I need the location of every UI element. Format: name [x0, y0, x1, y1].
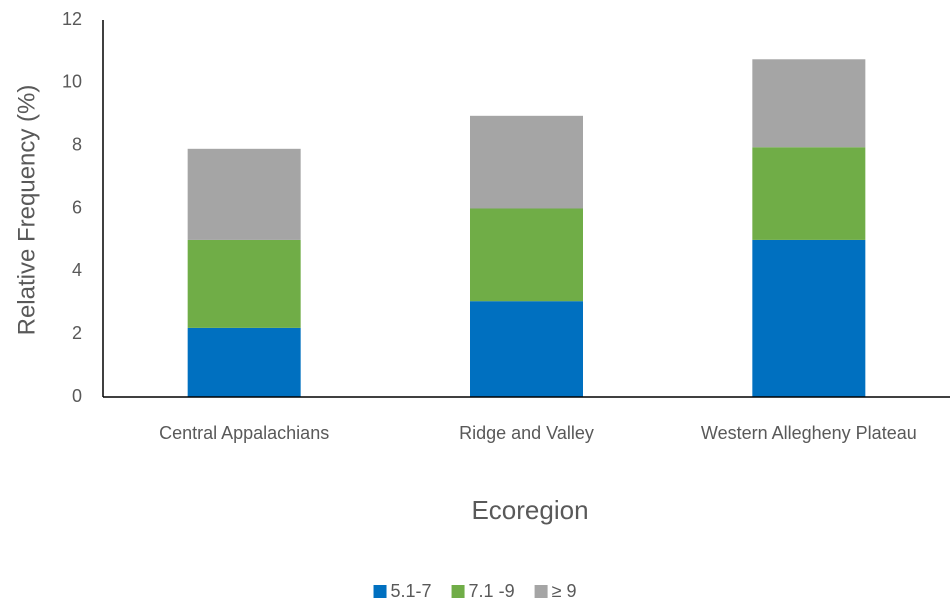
legend-label: ≥ 9 [552, 581, 577, 601]
bar-segment [187, 148, 301, 240]
bar-segment [470, 208, 583, 302]
bar-segment [752, 59, 866, 148]
y-tick-label: 2 [72, 323, 82, 343]
legend-label: 5.1-7 [391, 581, 432, 601]
y-axis-title: Relative Frequency (%) [13, 85, 40, 336]
legend-swatch [373, 585, 387, 598]
legend-swatch [451, 585, 465, 598]
bar-segment [187, 239, 301, 328]
bar-segment [187, 327, 301, 397]
x-axis-title: Ecoregion [471, 495, 588, 525]
legend-label: 7.1 -9 [469, 581, 515, 601]
legend-swatch [534, 585, 548, 598]
y-tick-label: 6 [72, 197, 82, 217]
y-tick-label: 12 [62, 9, 82, 29]
x-tick-label: Central Appalachians [159, 423, 329, 443]
bar-segment [752, 239, 866, 397]
bar-segment [470, 115, 583, 209]
y-tick-label: 0 [72, 386, 82, 406]
bar-segment [752, 147, 866, 240]
x-tick-label: Ridge and Valley [459, 423, 594, 443]
y-tick-label: 8 [72, 134, 82, 154]
bar-segment [470, 301, 583, 397]
y-tick-label: 10 [62, 72, 82, 92]
y-tick-label: 4 [72, 260, 82, 280]
x-tick-label: Western Allegheny Plateau [701, 423, 917, 443]
